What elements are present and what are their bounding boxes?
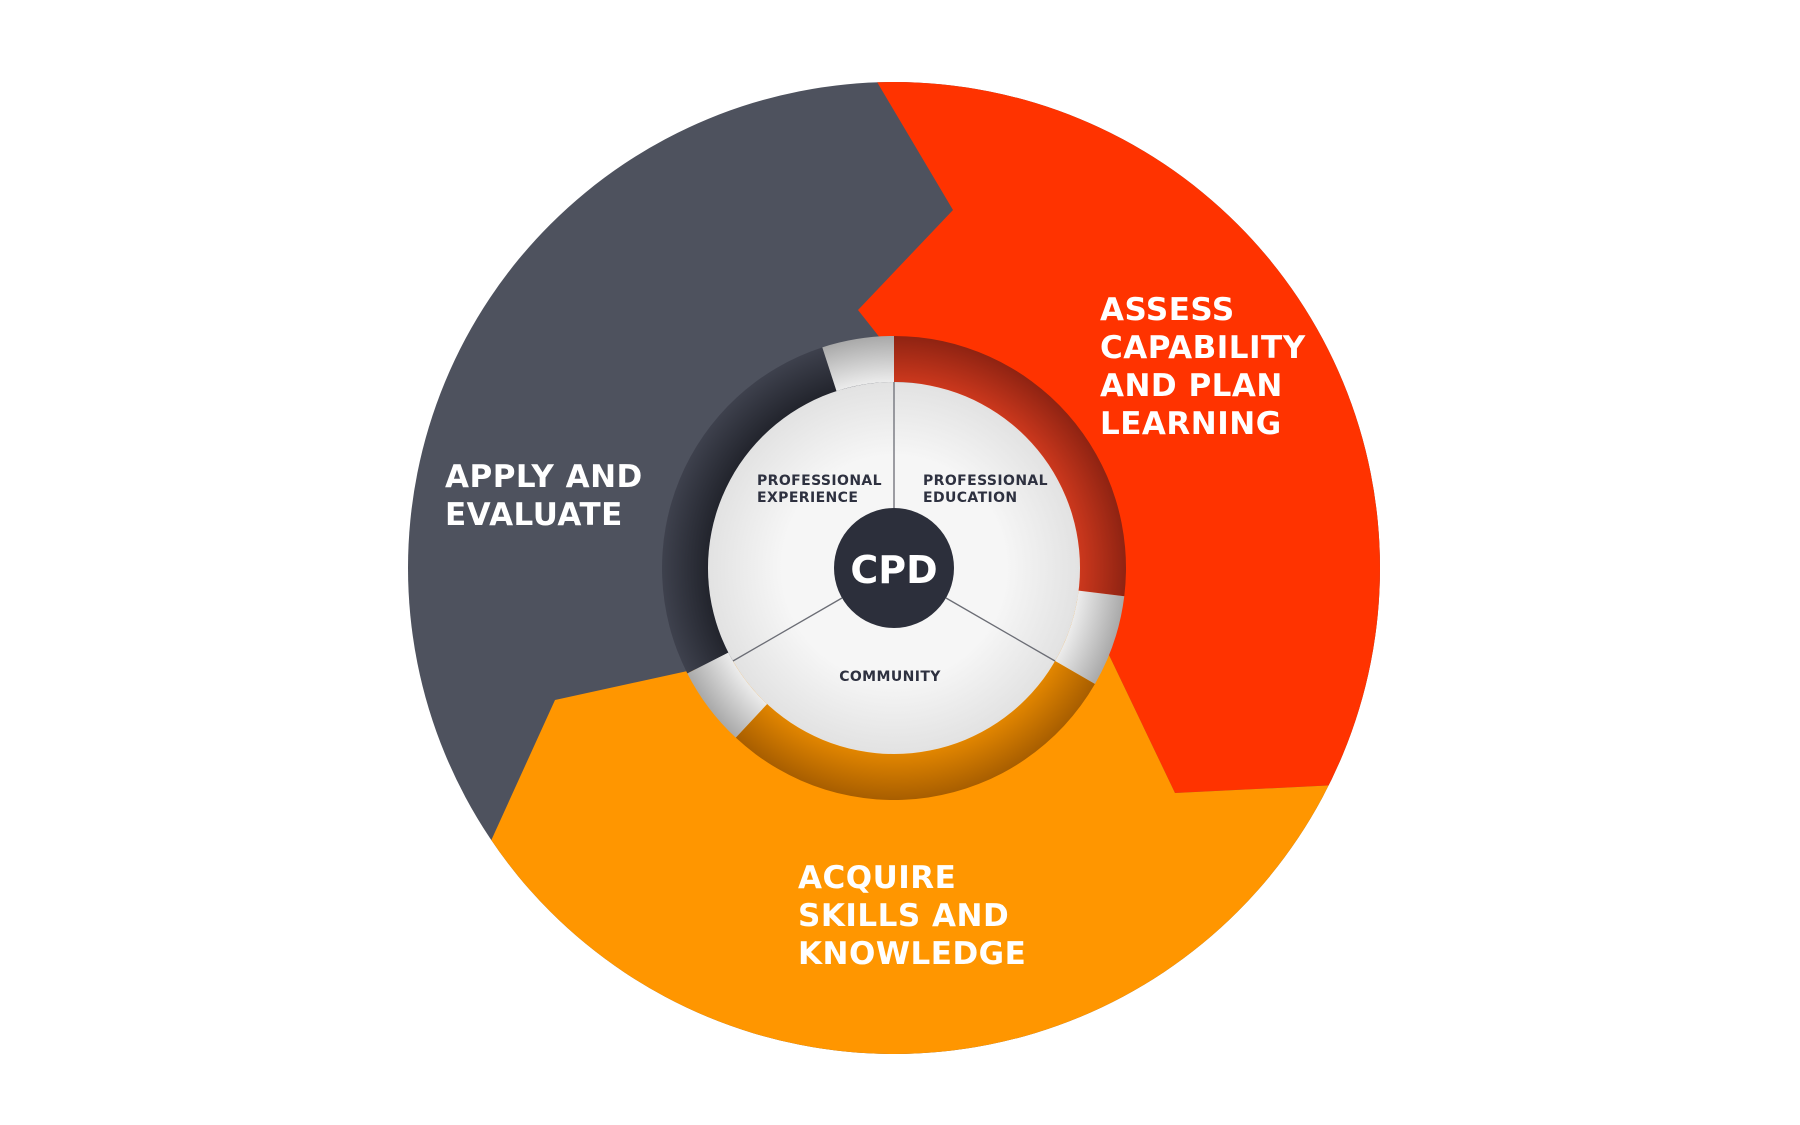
- cpd-hub: [834, 508, 954, 628]
- label-acquire-line-2: SKILLS AND: [798, 898, 1009, 934]
- divider-right: [945, 597, 1056, 662]
- label-assess-line-4: LEARNING: [1100, 406, 1282, 442]
- inner-dividers: [732, 382, 1056, 662]
- label-acquire-skills: ACQUIRE SKILLS AND KNOWLEDGE: [798, 860, 1026, 972]
- inner-ring: [661, 336, 1127, 800]
- label-professional-education: PROFESSIONAL EDUCATION: [923, 473, 1053, 506]
- label-professional-education-line-2: EDUCATION: [923, 490, 1018, 506]
- divider-left: [732, 597, 843, 662]
- label-apply-and-evaluate: APPLY AND EVALUATE: [445, 459, 654, 533]
- ring-gap-left: [687, 652, 768, 738]
- label-apply-line-1: APPLY AND: [445, 459, 643, 495]
- label-assess-line-3: AND PLAN: [1100, 368, 1283, 404]
- cpd-label: CPD: [850, 548, 937, 592]
- ring-gap-top: [822, 336, 894, 392]
- label-assess-capability: ASSESS CAPABILITY AND PLAN LEARNING: [1100, 292, 1317, 442]
- label-acquire-line-3: KNOWLEDGE: [798, 936, 1026, 972]
- ring-gap-right: [1055, 590, 1125, 684]
- ring-arc-community: [735, 661, 1095, 800]
- ring-arc-education: [894, 336, 1127, 597]
- label-community: COMMUNITY: [839, 669, 941, 685]
- ring-arc-experience: [661, 347, 837, 674]
- label-apply-line-2: EVALUATE: [445, 497, 623, 533]
- label-acquire-line-1: ACQUIRE: [798, 860, 956, 896]
- label-assess-line-2: CAPABILITY: [1100, 330, 1306, 366]
- label-professional-education-line-1: PROFESSIONAL: [923, 473, 1048, 489]
- label-community-line-1: COMMUNITY: [839, 669, 941, 685]
- label-professional-experience-line-1: PROFESSIONAL: [757, 473, 882, 489]
- label-assess-line-1: ASSESS: [1100, 292, 1235, 328]
- label-professional-experience: PROFESSIONAL EXPERIENCE: [757, 473, 887, 506]
- label-professional-experience-line-2: EXPERIENCE: [757, 490, 858, 506]
